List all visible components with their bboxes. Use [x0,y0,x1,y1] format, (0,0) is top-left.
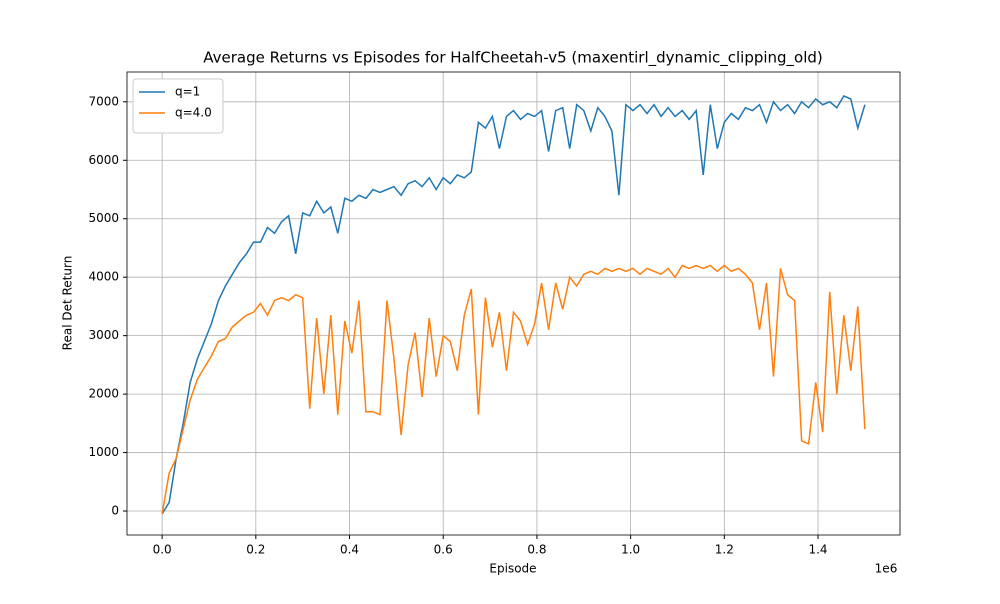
legend: q=1 q=4.0 [132,78,224,134]
y-tick-label: 2000 [88,387,119,401]
x-tick-label: 0.0 [153,543,172,557]
x-axis-label: Episode [489,562,536,576]
y-tick-label: 7000 [88,94,119,108]
legend-label: q=1 [175,85,200,99]
legend-label: q=4.0 [175,106,212,120]
y-tick-label: 1000 [88,445,119,459]
y-tick-label: 3000 [88,328,119,342]
x-tick-label: 0.4 [340,543,359,557]
y-tick-label: 0 [111,504,119,518]
series-line [161,95,866,515]
x-tick-label: 1.0 [621,543,640,557]
chart-title: Average Returns vs Episodes for HalfChee… [203,49,823,68]
x-tick-label: 0.6 [434,543,453,557]
series-line [161,264,866,515]
y-axis-label: Real Det Return [61,256,75,351]
x-tick-label: 0.8 [527,543,546,557]
x-tick-label: 1.4 [808,543,827,557]
x-offset-label: 1e6 [875,562,898,576]
x-tick-label: 1.2 [715,543,734,557]
y-tick-label: 6000 [88,153,119,167]
y-tick-label: 4000 [88,270,119,284]
x-tick-label: 0.2 [246,543,265,557]
y-tick-label: 5000 [88,211,119,225]
plot-frame [126,71,901,536]
